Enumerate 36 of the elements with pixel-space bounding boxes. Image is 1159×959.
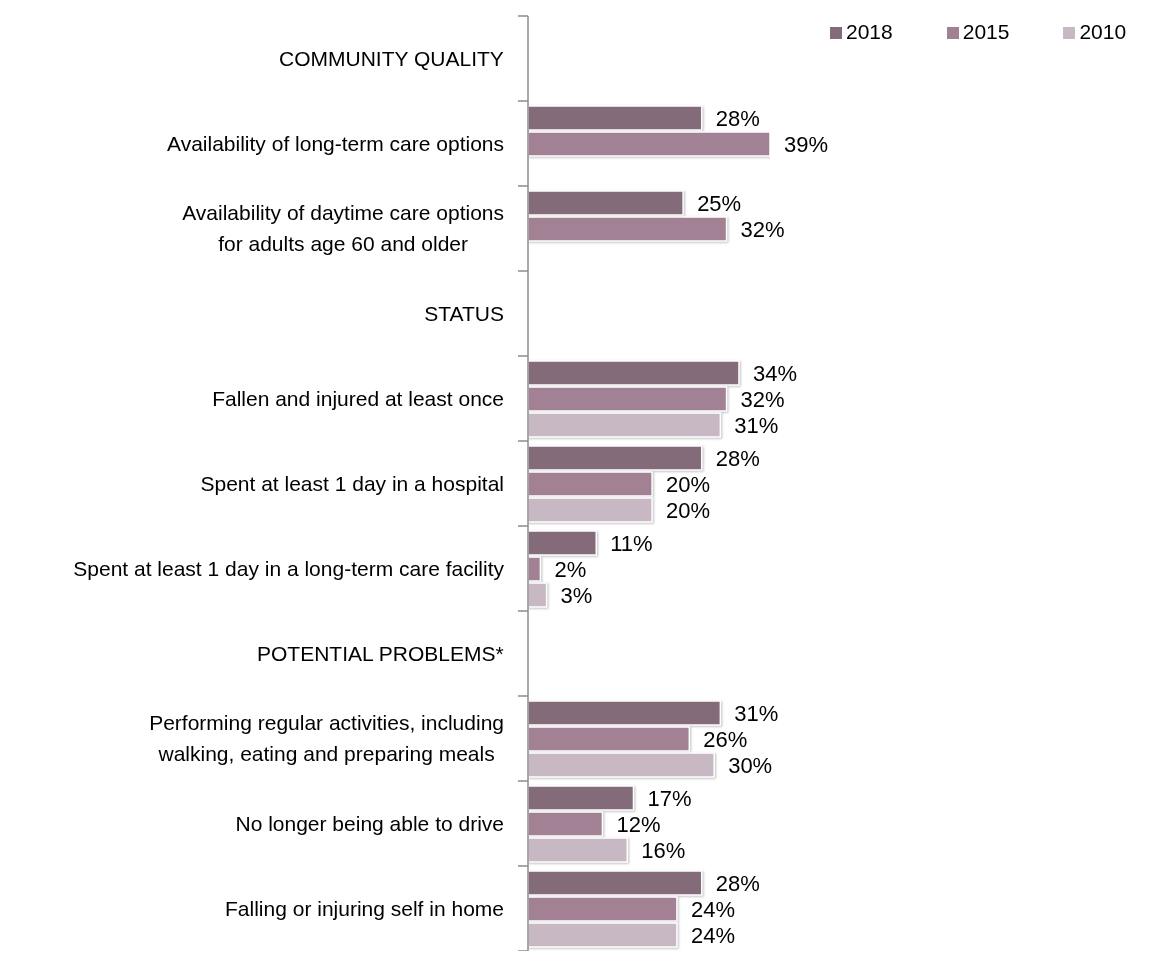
data-label: 24% [690, 896, 735, 922]
y-tick-label: COMMUNITY QUALITY [279, 46, 504, 70]
data-label: 28% [715, 870, 760, 896]
data-label: 20% [666, 497, 711, 523]
data-label: 26% [703, 726, 748, 752]
data-label: 11% [610, 530, 653, 556]
y-tick-label: Falling or injuring self in home [225, 896, 504, 920]
y-tick-label: Availability of daytime care options for adults age 60 and older [182, 201, 504, 256]
y-tick-label: No longer being able to drive [235, 811, 504, 835]
data-label: 2% [554, 556, 587, 582]
data-label: 20% [666, 471, 711, 497]
data-label: 16% [641, 837, 686, 863]
data-label: 30% [728, 752, 773, 778]
y-tick-label: Fallen and injured at least once [212, 386, 504, 410]
data-label: 31% [734, 700, 779, 726]
legend-label: 2010 [1079, 20, 1127, 43]
legend-label: 2015 [962, 20, 1010, 43]
data-label: 28% [715, 445, 760, 471]
data-label: 31% [734, 412, 779, 438]
data-label: 34% [752, 360, 798, 386]
data-label: 24% [690, 922, 735, 948]
y-tick-label: STATUS [424, 301, 505, 325]
data-label: 28% [715, 105, 760, 131]
legend-label: 2018 [846, 20, 893, 43]
data-label: 32% [740, 216, 785, 242]
y-tick-label: Performing regular activities, including walking, eating and preparing meals [149, 711, 504, 766]
data-label: 12% [616, 811, 661, 837]
data-label: 25% [697, 190, 742, 216]
y-tick-label: Spent at least 1 day in a hospital [200, 471, 505, 495]
y-tick-label: Spent at least 1 day in a long-term care facility [73, 556, 505, 580]
data-label: 3% [560, 582, 593, 608]
data-label: 32% [740, 386, 785, 412]
data-label: 39% [784, 131, 829, 157]
y-tick-label: POTENTIAL PROBLEMS* [256, 641, 504, 665]
y-tick-label: Availability of long-term care options [167, 131, 504, 155]
data-label: 17% [647, 785, 692, 811]
